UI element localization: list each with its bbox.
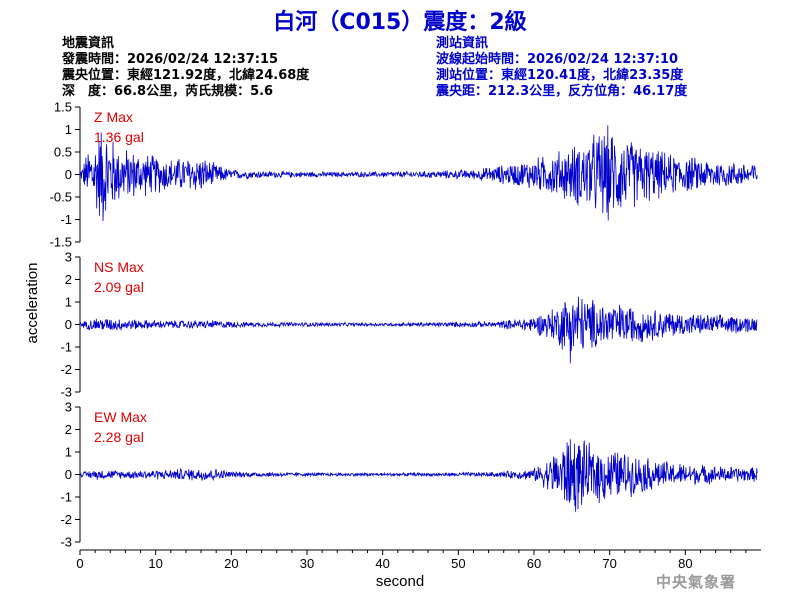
station-info: 測站資訊 波線起始時間：2026/02/24 12:37:10 測站位置：東經120… xyxy=(436,36,687,100)
max-value-ns: 2.09 gal xyxy=(94,279,144,295)
x-tick-label: 80 xyxy=(678,556,692,571)
depth-magnitude: 深 度：66.8公里，芮氏規模：5.6 xyxy=(62,84,274,99)
y-tick-label: -3 xyxy=(60,385,72,400)
epicenter-location: 震央位置：東經121.92度，北緯24.68度 xyxy=(62,68,310,83)
x-tick-label: 30 xyxy=(300,556,314,571)
y-tick-label: -1 xyxy=(60,212,72,227)
page-title: 白河（C015）震度：2級 xyxy=(273,10,527,35)
trace-layer xyxy=(79,125,758,513)
y-tick-label: -1.5 xyxy=(50,235,72,250)
x-tick-label: 0 xyxy=(76,556,83,571)
y-tick-label: -0.5 xyxy=(50,190,72,205)
x-tick-label: 70 xyxy=(602,556,616,571)
y-tick-label: 0.5 xyxy=(54,145,72,160)
x-tick-label: 40 xyxy=(375,556,389,571)
trace-z xyxy=(79,125,758,222)
max-label-z: Z Max xyxy=(94,109,133,125)
y-tick-label: 2 xyxy=(65,422,72,437)
max-label-ns: NS Max xyxy=(94,259,144,275)
station-info-heading: 測站資訊 xyxy=(436,36,489,51)
y-tick-label: 1.5 xyxy=(54,100,72,115)
y-tick-label: -2 xyxy=(60,512,72,527)
y-tick-label: 3 xyxy=(65,400,72,415)
y-tick-label: 1 xyxy=(65,295,72,310)
y-tick-label: -1 xyxy=(60,490,72,505)
wave-start-time: 波線起始時間：2026/02/24 12:37:10 xyxy=(436,52,679,67)
y-tick-label: -1 xyxy=(60,340,72,355)
earthquake-info-heading: 地震資訊 xyxy=(62,36,115,51)
trace-ew xyxy=(79,439,758,513)
origin-time: 發震時間：2026/02/24 12:37:15 xyxy=(62,52,279,67)
agency-label: 中央氣象署 xyxy=(656,573,737,591)
x-tick-label: 10 xyxy=(148,556,162,571)
max-value-z: 1.36 gal xyxy=(94,129,144,145)
y-tick-label: 0 xyxy=(65,467,72,482)
y-tick-label: -3 xyxy=(60,535,72,550)
y-tick-label: 1 xyxy=(65,122,72,137)
x-tick-label: 60 xyxy=(527,556,541,571)
x-axis-label: second xyxy=(376,573,424,590)
trace-ns xyxy=(79,296,758,364)
x-tick-label: 20 xyxy=(224,556,238,571)
x-tick-label: 50 xyxy=(451,556,465,571)
y-tick-label: 1 xyxy=(65,445,72,460)
epicentral-distance: 震央距：212.3公里，反方位角：46.17度 xyxy=(436,84,688,99)
max-label-ew: EW Max xyxy=(94,409,147,425)
label-layer: Z Max 1.36 gal NS Max 2.09 gal EW Max 2.28 ga… xyxy=(94,109,147,445)
y-tick-label: 0 xyxy=(65,317,72,332)
station-location: 測站位置：東經120.41度，北緯23.35度 xyxy=(436,68,684,83)
y-tick-label: -2 xyxy=(60,362,72,377)
y-tick-label: 3 xyxy=(65,250,72,265)
y-tick-label: 0 xyxy=(65,167,72,182)
y-axis-label: acceleration xyxy=(24,263,41,344)
earthquake-info: 地震資訊 發震時間：2026/02/24 12:37:15 震央位置：東經121.9… xyxy=(62,36,309,100)
max-value-ew: 2.28 gal xyxy=(94,429,144,445)
y-tick-label: 2 xyxy=(65,272,72,287)
